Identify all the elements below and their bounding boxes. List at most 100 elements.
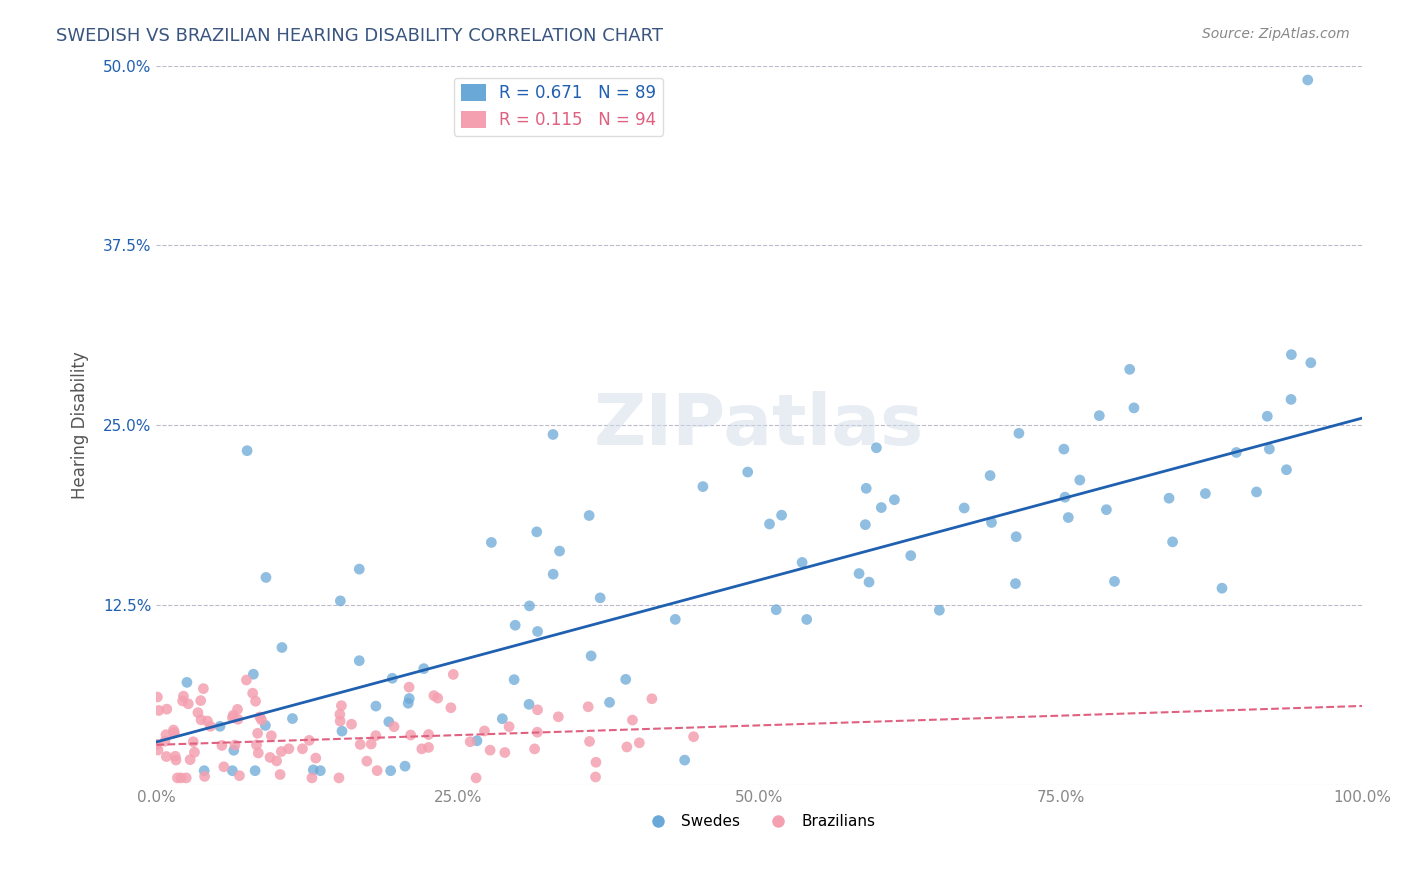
Point <box>212 760 235 774</box>
Point <box>269 767 291 781</box>
Point <box>302 763 325 777</box>
Point <box>360 737 382 751</box>
Point <box>222 743 245 757</box>
Point <box>146 690 169 704</box>
Point <box>249 710 271 724</box>
Point <box>200 719 222 733</box>
Point <box>183 745 205 759</box>
Point <box>366 764 388 778</box>
Legend: Swedes, Brazilians: Swedes, Brazilians <box>637 808 882 835</box>
Point <box>474 723 496 738</box>
Point <box>1095 502 1118 516</box>
Point <box>155 749 177 764</box>
Point <box>364 699 387 714</box>
Point <box>246 726 269 740</box>
Point <box>855 481 877 495</box>
Point <box>465 771 488 785</box>
Point <box>177 697 200 711</box>
Point <box>491 712 513 726</box>
Point <box>245 694 267 708</box>
Point <box>148 703 170 717</box>
Point <box>162 726 184 740</box>
Point <box>245 738 267 752</box>
Point <box>1057 510 1080 524</box>
Point <box>170 771 193 785</box>
Point <box>589 591 612 605</box>
Point <box>221 764 243 778</box>
Point <box>271 640 294 655</box>
Point <box>396 696 419 710</box>
Text: ZIPatlas: ZIPatlas <box>595 391 924 460</box>
Point <box>614 673 637 687</box>
Point <box>1194 486 1216 500</box>
Point <box>211 739 233 753</box>
Text: Source: ZipAtlas.com: Source: ZipAtlas.com <box>1202 27 1350 41</box>
Point <box>953 500 976 515</box>
Point <box>673 753 696 767</box>
Point <box>526 703 548 717</box>
Point <box>165 749 187 764</box>
Point <box>305 751 328 765</box>
Point <box>194 769 217 783</box>
Point <box>254 718 277 732</box>
Point <box>1279 348 1302 362</box>
Point <box>979 468 1001 483</box>
Point <box>1256 409 1278 424</box>
Point <box>378 714 401 729</box>
Point <box>1069 473 1091 487</box>
Point <box>494 746 516 760</box>
Point <box>1118 362 1140 376</box>
Point <box>1246 485 1268 500</box>
Point <box>330 698 353 713</box>
Point <box>399 728 422 742</box>
Point <box>883 492 905 507</box>
Point <box>1225 445 1247 459</box>
Point <box>411 742 433 756</box>
Point <box>479 535 502 549</box>
Point <box>479 743 502 757</box>
Point <box>172 689 194 703</box>
Point <box>576 699 599 714</box>
Point <box>226 712 249 726</box>
Point <box>1123 401 1146 415</box>
Point <box>765 603 787 617</box>
Point <box>616 739 638 754</box>
Point <box>340 717 363 731</box>
Point <box>423 689 446 703</box>
Point <box>547 710 569 724</box>
Point <box>1104 574 1126 589</box>
Point <box>541 567 564 582</box>
Point <box>578 734 600 748</box>
Point <box>418 740 440 755</box>
Point <box>364 729 387 743</box>
Point <box>503 618 526 632</box>
Point <box>578 508 600 523</box>
Point <box>1053 442 1076 456</box>
Point <box>193 764 215 778</box>
Point <box>166 771 188 785</box>
Point <box>523 742 546 756</box>
Point <box>1279 392 1302 407</box>
Point <box>770 508 793 523</box>
Point <box>236 443 259 458</box>
Point <box>980 516 1002 530</box>
Point <box>1053 490 1076 504</box>
Point <box>298 733 321 747</box>
Point <box>1157 491 1180 506</box>
Point <box>197 714 219 728</box>
Point <box>301 771 323 785</box>
Point <box>526 725 548 739</box>
Point <box>162 723 184 737</box>
Point <box>172 694 194 708</box>
Point <box>641 691 664 706</box>
Point <box>1088 409 1111 423</box>
Point <box>440 700 463 714</box>
Point <box>1299 356 1322 370</box>
Point <box>394 759 416 773</box>
Point <box>796 612 818 626</box>
Point <box>426 691 449 706</box>
Point <box>1211 581 1233 595</box>
Point <box>356 754 378 768</box>
Point <box>259 750 281 764</box>
Point <box>737 465 759 479</box>
